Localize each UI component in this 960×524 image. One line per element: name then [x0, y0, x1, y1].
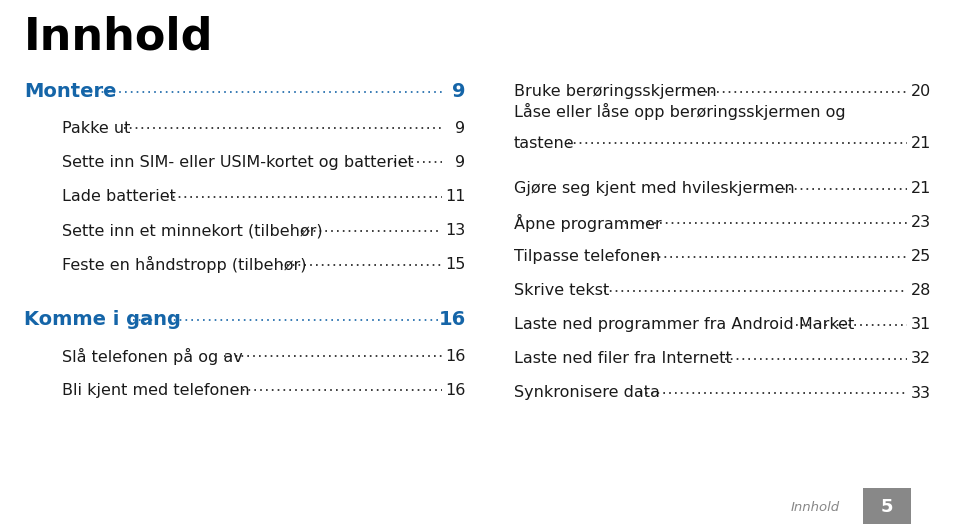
Text: 9: 9	[455, 121, 466, 136]
Text: 21: 21	[911, 181, 931, 196]
Text: Bruke berøringsskjermen: Bruke berøringsskjermen	[514, 84, 716, 99]
Text: Låse eller låse opp berøringsskjermen og: Låse eller låse opp berøringsskjermen og	[514, 103, 845, 119]
Text: 21: 21	[911, 136, 931, 150]
Text: Innhold: Innhold	[791, 501, 840, 514]
Text: Bli kjent med telefonen: Bli kjent med telefonen	[62, 383, 250, 398]
Text: 11: 11	[445, 189, 466, 204]
FancyBboxPatch shape	[863, 488, 911, 524]
Text: Skrive tekst: Skrive tekst	[514, 283, 609, 298]
Text: Lade batteriet: Lade batteriet	[62, 189, 177, 204]
Text: Pakke ut: Pakke ut	[62, 121, 131, 136]
Text: Tilpasse telefonen: Tilpasse telefonen	[514, 249, 660, 264]
Text: tastene: tastene	[514, 136, 574, 150]
Text: 23: 23	[911, 215, 931, 230]
Text: Laste ned filer fra Internett: Laste ned filer fra Internett	[514, 352, 732, 366]
Text: Feste en håndstropp (tilbehør): Feste en håndstropp (tilbehør)	[62, 256, 307, 273]
Text: Sette inn SIM- eller USIM-kortet og batteriet: Sette inn SIM- eller USIM-kortet og batt…	[62, 155, 414, 170]
Text: 16: 16	[439, 310, 466, 329]
Text: 5: 5	[880, 498, 894, 516]
Text: Montere: Montere	[24, 82, 116, 101]
Text: 16: 16	[445, 383, 466, 398]
Text: 9: 9	[452, 82, 466, 101]
Text: 28: 28	[911, 283, 931, 298]
Text: Komme i gang: Komme i gang	[24, 310, 180, 329]
Text: 15: 15	[445, 257, 466, 272]
Text: 32: 32	[911, 352, 931, 366]
Text: Innhold: Innhold	[24, 16, 213, 59]
Text: 20: 20	[911, 84, 931, 99]
Text: Slå telefonen på og av: Slå telefonen på og av	[62, 348, 243, 365]
Text: 31: 31	[911, 318, 931, 332]
Text: 25: 25	[911, 249, 931, 264]
Text: 16: 16	[445, 349, 466, 364]
Text: Synkronisere data: Synkronisere data	[514, 386, 660, 400]
Text: Laste ned programmer fra Android Market: Laste ned programmer fra Android Market	[514, 318, 853, 332]
Text: 9: 9	[455, 155, 466, 170]
Text: 13: 13	[445, 223, 466, 238]
Text: Åpne programmer: Åpne programmer	[514, 214, 661, 232]
Text: Gjøre seg kjent med hvileskjermen: Gjøre seg kjent med hvileskjermen	[514, 181, 794, 196]
Text: 33: 33	[911, 386, 931, 400]
Text: Sette inn et minnekort (tilbehør): Sette inn et minnekort (tilbehør)	[62, 223, 323, 238]
